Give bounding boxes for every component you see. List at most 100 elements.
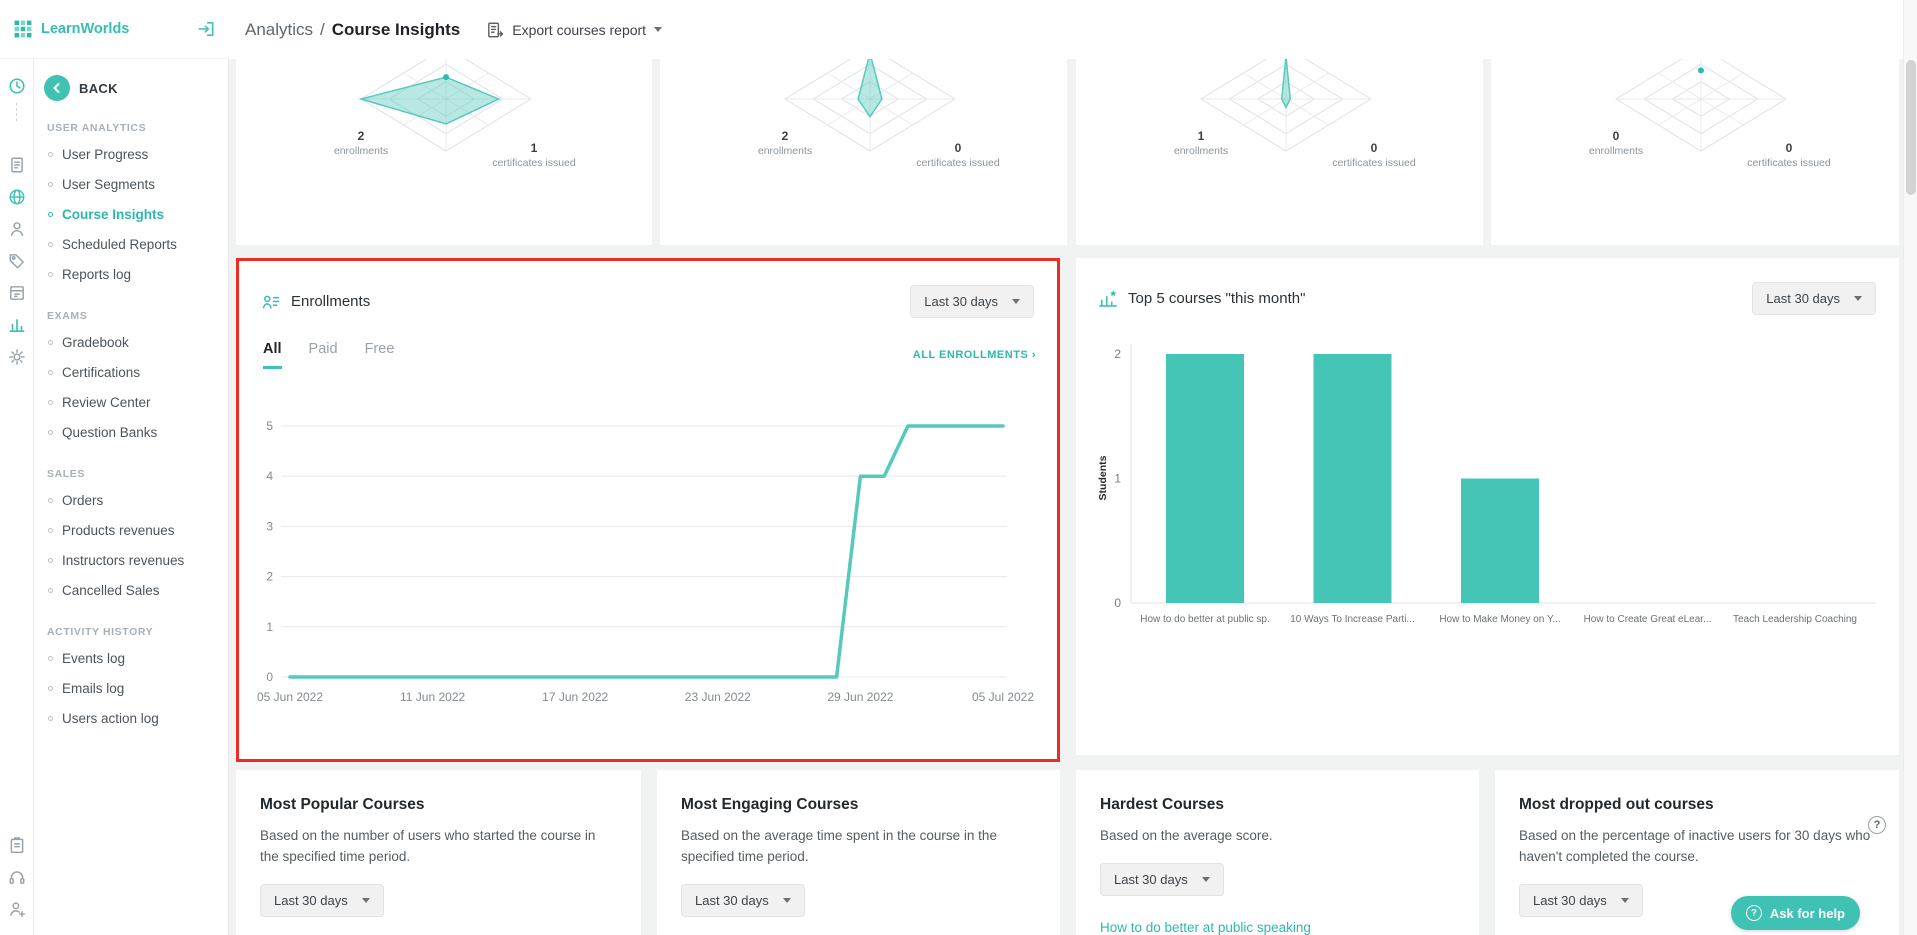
card-description: Based on the average score. (1100, 828, 1273, 843)
breadcrumb-analytics-link[interactable]: Analytics (245, 19, 314, 39)
sidebar-item-certifications[interactable]: Certifications (34, 357, 228, 387)
top-courses-title-group: Top 5 courses "this month" (1098, 289, 1305, 309)
bullet-icon (48, 429, 53, 435)
tab-all[interactable]: All (263, 341, 282, 369)
course-link[interactable]: How to do better at public speaking (1100, 919, 1311, 935)
sidebar-item-review-center[interactable]: Review Center (34, 387, 228, 417)
most-dropped-date-range-dropdown[interactable]: Last 30 days (1519, 883, 1643, 917)
back-label: BACK (79, 80, 118, 96)
sidebar-item-cancelled-sales[interactable]: Cancelled Sales (34, 575, 228, 605)
chevron-down-icon (782, 897, 791, 903)
bullet-icon (48, 211, 53, 217)
icon-rail (0, 0, 34, 935)
radar-axis-certificates: 0 certificates issued (1332, 141, 1416, 169)
chevron-down-icon (1854, 296, 1862, 301)
svg-text:1: 1 (1114, 472, 1121, 486)
svg-text:05 Jun 2022: 05 Jun 2022 (257, 690, 323, 704)
hardest-courses-card: Hardest Courses Based on the average sco… (1076, 770, 1479, 935)
card-title: Hardest Courses (1100, 796, 1225, 813)
sidebar-item-orders[interactable]: Orders (34, 485, 228, 515)
export-report-icon (488, 22, 504, 37)
radar-axis-certificates: 1 certificates issued (492, 141, 576, 169)
sidebar-item-gradebook[interactable]: Gradebook (34, 327, 228, 357)
bullet-icon (48, 527, 53, 533)
report-card-icon[interactable] (8, 284, 26, 302)
card-description: Based on the number of users who started… (260, 828, 596, 864)
section-title: EXAMS (47, 310, 88, 322)
support-headset-icon[interactable] (8, 868, 26, 886)
bullet-icon (48, 557, 53, 563)
svg-text:0: 0 (266, 670, 273, 684)
svg-text:How to Create Great eLear...: How to Create Great eLear... (1584, 614, 1712, 625)
svg-text:29 Jun 2022: 29 Jun 2022 (827, 690, 893, 704)
reports-doc-icon[interactable] (8, 156, 26, 174)
sidebar-item-reports-log[interactable]: Reports log (34, 259, 228, 289)
breadcrumb-separator: / (320, 19, 325, 39)
chevron-down-icon (654, 27, 663, 32)
ask-for-help-button[interactable]: ? Ask for help (1730, 896, 1860, 930)
analytics-chart-icon[interactable] (8, 316, 26, 334)
radar-axis-enrollments: 0 enrollments (1588, 129, 1644, 157)
svg-text:4: 4 (266, 469, 273, 483)
enrollments-tabs: All Paid Free (263, 341, 394, 369)
section-title: USER ANALYTICS (47, 122, 147, 134)
sidebar-item-user-progress[interactable]: User Progress (34, 139, 228, 169)
export-label: Export courses report (512, 21, 647, 38)
bullet-icon (48, 181, 53, 187)
card-title: Most Engaging Courses (681, 796, 859, 813)
sidebar-item-user-segments[interactable]: User Segments (34, 169, 228, 199)
sidebar-item-question-banks[interactable]: Question Banks (34, 417, 228, 447)
user-icon[interactable] (8, 220, 26, 238)
page-scrollbar[interactable] (1903, 0, 1917, 935)
hardest-courses-date-range-dropdown[interactable]: Last 30 days (1100, 862, 1224, 896)
sidebar-item-course-insights[interactable]: Course Insights (34, 199, 228, 229)
radar-axis-enrollments: 2 enrollments (757, 129, 813, 157)
history-clock-icon[interactable] (8, 77, 26, 95)
most-engaging-date-range-dropdown[interactable]: Last 30 days (681, 883, 805, 917)
all-enrollments-link[interactable]: ALL ENROLLMENTS › (912, 349, 1036, 361)
tab-paid[interactable]: Paid (308, 341, 338, 357)
svg-text:10 Ways To Increase Parti...: 10 Ways To Increase Parti... (1290, 614, 1415, 625)
enrollments-card-title-group: Enrollments (261, 292, 370, 312)
sidebar-item-instructors-revenues[interactable]: Instructors revenues (34, 545, 228, 575)
top-courses-date-range-dropdown[interactable]: Last 30 days (1752, 282, 1876, 315)
enrollments-card-header: Enrollments Last 30 days (261, 285, 1034, 318)
radar-axis-enrollments: 1 enrollments (1173, 129, 1229, 157)
course-radar-card-1: average score social interactions 2enrol… (236, 59, 652, 245)
user-plus-icon[interactable] (8, 900, 26, 918)
svg-text:Teach Leadership Coaching: Teach Leadership Coaching (1733, 614, 1857, 625)
sidebar-item-products-revenues[interactable]: Products revenues (34, 515, 228, 545)
sidebar-item-scheduled-reports[interactable]: Scheduled Reports (34, 229, 228, 259)
back-button[interactable]: BACK (44, 75, 228, 101)
tag-icon[interactable] (8, 252, 26, 270)
top-courses-icon (1099, 289, 1117, 307)
settings-gear-icon[interactable] (8, 348, 26, 366)
tab-free[interactable]: Free (364, 341, 395, 357)
sidebar: BACK USER ANALYTICS User Progress User S… (34, 59, 229, 935)
svg-text:Students: Students (1097, 455, 1109, 500)
logout-icon[interactable] (197, 20, 215, 38)
section-title: ACTIVITY HISTORY (47, 626, 154, 638)
globe-icon[interactable] (8, 188, 26, 206)
card-title: Enrollments (291, 293, 371, 310)
enrollments-date-range-dropdown[interactable]: Last 30 days (910, 285, 1034, 318)
bullet-icon (48, 339, 53, 345)
radar-chart (358, 59, 532, 152)
bullet-icon (48, 369, 53, 375)
top-courses-bar-chart: 0 1 2 Students How to do better at public sp… (1097, 344, 1876, 625)
page-header: Analytics / Course Insights Export cours… (229, 0, 1917, 59)
card-description: Based on the percentage of inactive user… (1519, 828, 1871, 864)
sidebar-section-sales: SALES Orders Products revenues Instructo… (34, 468, 228, 605)
grid-logo-icon (14, 20, 32, 38)
export-courses-report-button[interactable]: Export courses report (486, 21, 663, 39)
page-title: Course Insights (331, 19, 461, 39)
sidebar-item-emails-log[interactable]: Emails log (34, 673, 228, 703)
clipboard-icon[interactable] (8, 836, 26, 854)
sidebar-item-users-action-log[interactable]: Users action log (34, 703, 228, 733)
help-tooltip-icon[interactable]: ? (1868, 816, 1886, 834)
most-popular-date-range-dropdown[interactable]: Last 30 days (260, 883, 384, 917)
rail-divider (16, 103, 17, 121)
scrollbar-thumb[interactable] (1906, 60, 1916, 195)
sidebar-item-events-log[interactable]: Events log (34, 643, 228, 673)
bullet-icon (48, 399, 53, 405)
